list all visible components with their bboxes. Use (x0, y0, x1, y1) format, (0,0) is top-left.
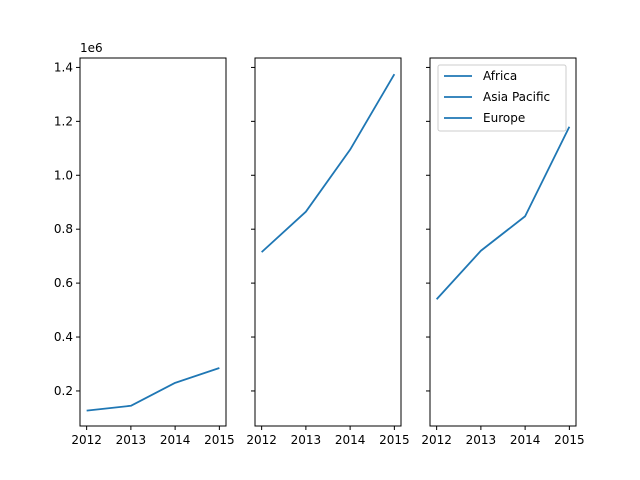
x-tick-label: 2015 (554, 433, 585, 447)
x-tick-label: 2013 (116, 433, 147, 447)
x-tick-label: 2014 (335, 433, 366, 447)
series-line-africa (86, 367, 220, 412)
x-tick-label: 2014 (510, 433, 541, 447)
plot-frame (79, 57, 227, 427)
x-tick-label: 2012 (421, 433, 452, 447)
y-tick-label: 0.4 (54, 330, 73, 344)
series-line-asia-pacific (261, 73, 396, 253)
y-tick-label: 1.2 (54, 114, 73, 128)
y-tick-label: 0.6 (54, 276, 73, 290)
y-tick-label: 1.4 (54, 60, 73, 74)
plot-frame (254, 57, 402, 427)
x-tick-label: 2015 (204, 433, 235, 447)
legend-label: Europe (483, 111, 525, 125)
x-tick-label: 2012 (246, 433, 277, 447)
subplots: 2012 2013 2014 20150.20.40.60.81.01.21.4201… (54, 57, 585, 447)
series-line-europe (435, 126, 571, 300)
subplot-3: 2012 2013 2014 2015 (421, 57, 585, 447)
y-tick-label: 0.2 (54, 384, 73, 398)
plot-frame (429, 57, 577, 427)
y-tick-label: 1.0 (54, 168, 73, 182)
x-tick-label: 2015 (379, 433, 410, 447)
legend-label: Asia Pacific (483, 90, 550, 104)
x-tick-label: 2012 (71, 433, 102, 447)
subplot-1: 2012 2013 2014 2015 0.2 0.4 0.6 0.8 1.0 1.2 1.4 (54, 57, 235, 447)
y-axis-offset-label: 1e6 (80, 41, 103, 55)
x-tick-label: 2014 (160, 433, 191, 447)
legend-box (437, 64, 567, 132)
y-tick-label: 0.8 (54, 222, 73, 236)
x-tick-label: 2013 (466, 433, 497, 447)
legend: Africa Asia Pacific Europe (437, 64, 567, 132)
legend-label: Africa (483, 69, 517, 83)
subplot-2: 2012 2013 2014 2015 (246, 57, 410, 447)
x-tick-label: 2013 (291, 433, 322, 447)
